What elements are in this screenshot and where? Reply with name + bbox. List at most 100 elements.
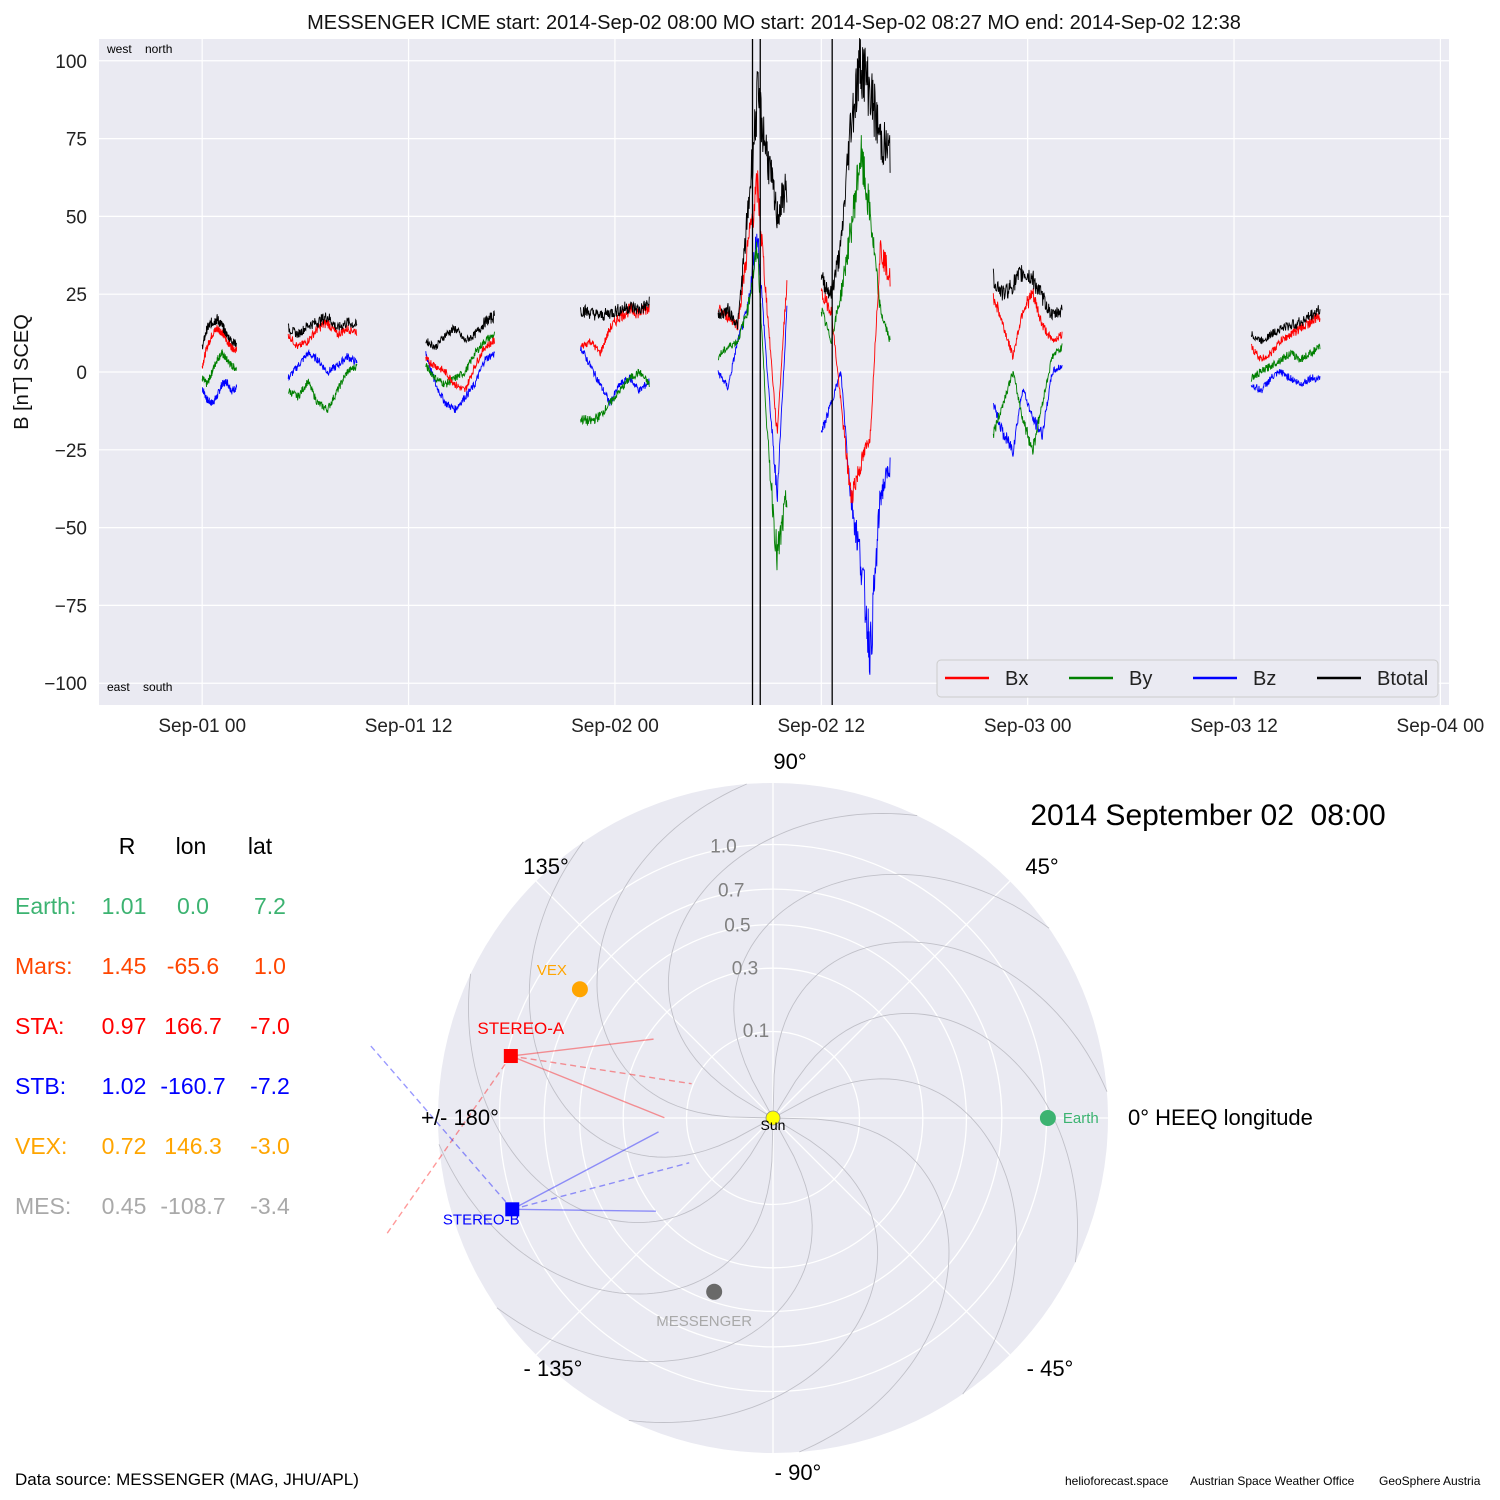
series-line-bz: [201, 378, 238, 406]
sun-marker: [765, 1110, 781, 1126]
series-line-by: [201, 348, 238, 388]
table-cell-lat: -3.0: [250, 1133, 290, 1159]
radial-tick-label: 0.5: [724, 916, 750, 937]
legend: Bx By Bz Btotal: [936, 659, 1439, 698]
table-cell-lat: 1.0: [254, 953, 286, 979]
series-line-bz: [1250, 369, 1321, 394]
fov-line-outer: [384, 1055, 512, 1237]
table-cell-lon: 146.3: [164, 1133, 222, 1159]
parker-spiral: [596, 783, 774, 1119]
vex-marker: [571, 981, 588, 998]
table-cell-r: 1.45: [101, 953, 147, 979]
y-tick-label: −75: [55, 596, 87, 617]
parker-spiral: [438, 1117, 774, 1295]
series-line-bx: [425, 336, 495, 392]
series-line-bz: [287, 348, 358, 381]
table-cell-r: 1.02: [101, 1073, 147, 1099]
y-tick-label: 100: [55, 52, 87, 73]
legend-label-by: By: [1129, 668, 1152, 690]
legend-label-bx: Bx: [1005, 668, 1028, 690]
fov-line: [511, 1131, 659, 1210]
x-tick-label: Sep-03 00: [984, 716, 1072, 737]
x-tick-label: Sep-03 12: [1190, 716, 1278, 737]
parker-spiral: [528, 841, 774, 1158]
series-line-bx: [287, 319, 358, 350]
corner-label-top: west north: [106, 42, 172, 56]
angle-label-minus135: - 135°: [524, 1356, 583, 1381]
table-cell-lat: -7.0: [250, 1013, 290, 1039]
polar-date: 2014 September 02 08:00: [1030, 799, 1385, 832]
series-line-bz: [425, 351, 495, 413]
parker-spiral: [733, 873, 1050, 1119]
legend-box: [936, 659, 1439, 698]
y-tick-label: 25: [66, 285, 87, 306]
x-tick-label: Sep-01 12: [365, 716, 453, 737]
fov-line: [512, 1208, 656, 1212]
series-line-by: [992, 343, 1063, 455]
table-cell-r: 0.45: [101, 1193, 147, 1219]
parker-spiral: [772, 1117, 950, 1453]
parker-spiral: [772, 941, 1108, 1119]
vex-label: VEX: [537, 962, 567, 979]
table-header-r: R: [118, 833, 136, 859]
series-line-bz: [992, 364, 1063, 457]
legend-label-btotal: Btotal: [1377, 668, 1428, 690]
table-row-name: VEX:: [15, 1133, 68, 1159]
series-line-by: [287, 363, 358, 413]
table-cell-r: 0.72: [101, 1133, 147, 1159]
series-line-bx: [992, 288, 1063, 361]
series-line-by: [1250, 343, 1321, 382]
credit-helioforecast: helioforecast.space: [1065, 1474, 1169, 1488]
table-cell-lon: -65.6: [166, 953, 220, 979]
parker-spiral: [628, 1117, 879, 1423]
angle-label-minus90: - 90°: [775, 1460, 822, 1485]
y-tick-label: 75: [66, 130, 87, 151]
radial-tick-label: 1.0: [710, 837, 736, 858]
y-axis-label: B [nT] SCEQ: [11, 314, 33, 430]
angular-gridline: [772, 880, 1011, 1119]
angular-gridline: [535, 1117, 774, 1356]
angle-label-0: 0° HEEQ longitude: [1128, 1105, 1313, 1130]
parker-spiral: [772, 1078, 1018, 1395]
sun-label: Sun: [761, 1117, 786, 1133]
parker-spiral: [496, 1117, 813, 1363]
angular-gridline: [535, 880, 774, 1119]
series-line-bz: [580, 345, 650, 406]
earth-marker: [1039, 1110, 1056, 1126]
series-line-bx: [201, 324, 238, 369]
angular-gridline: [772, 1117, 1011, 1356]
radial-tick-label: 0.3: [732, 958, 758, 979]
series-line-by: [580, 368, 650, 426]
table-cell-r: 0.97: [101, 1013, 147, 1039]
table-cell-lat: 7.2: [254, 893, 286, 919]
table-row-name: Mars:: [15, 953, 73, 979]
magnetic-field-timeseries: −100 −75 −50 −25 0 25 50 75 100 Sep-01 00 Sep-01 …: [11, 38, 1484, 737]
table-cell-lat: -3.4: [250, 1193, 290, 1219]
angle-label-90: 90°: [773, 749, 806, 774]
table-cell-lat: -7.2: [250, 1073, 290, 1099]
x-tick-label: Sep-01 00: [158, 716, 246, 737]
fov-line: [512, 1162, 690, 1210]
x-tick-label: Sep-04 00: [1397, 716, 1485, 737]
fov-line: [510, 1038, 654, 1057]
series-line-btotal: [1250, 305, 1321, 345]
y-tick-label: 0: [76, 363, 87, 384]
table-row-name: STB:: [15, 1073, 67, 1099]
fov-line: [510, 1055, 665, 1119]
table-cell-lon: -108.7: [160, 1193, 226, 1219]
series-line-btotal: [201, 314, 237, 350]
table-row-name: Earth:: [15, 893, 77, 919]
credit-aswo: Austrian Space Weather Office: [1190, 1474, 1355, 1488]
angle-label-180: +/- 180°: [421, 1105, 499, 1130]
fov-line-outer: [367, 1042, 513, 1210]
x-tick-label: Sep-02 12: [777, 716, 865, 737]
angle-label-135: 135°: [523, 854, 569, 879]
chart-title: MESSENGER ICME start: 2014-Sep-02 08:00 …: [307, 12, 1241, 34]
y-tick-label: −100: [44, 674, 87, 695]
stereo-b-label: STEREO-B: [443, 1211, 520, 1228]
stereo-a-label: STEREO-A: [477, 1019, 565, 1038]
y-tick-label: −25: [55, 441, 87, 462]
series-line-bx: [580, 302, 650, 357]
credit-geosphere: GeoSphere Austria: [1379, 1474, 1481, 1488]
